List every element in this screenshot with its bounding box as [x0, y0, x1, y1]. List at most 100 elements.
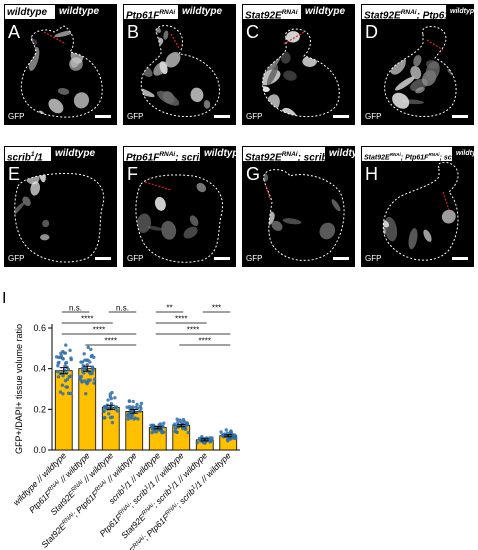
- channel-label: GFP: [127, 112, 144, 121]
- data-point: [61, 392, 65, 396]
- genotype-right-label: wildtype: [302, 4, 355, 20]
- data-point: [64, 361, 69, 365]
- panel-letter-F: F: [127, 164, 138, 184]
- data-point: [84, 380, 88, 385]
- data-point: [69, 356, 73, 360]
- tissue-outline: [262, 28, 340, 118]
- data-point: [59, 354, 63, 358]
- bar: [101, 406, 120, 451]
- micrograph-panel-A: wildtype wildtype A GFP: [4, 4, 117, 125]
- tissue-image: [384, 26, 457, 118]
- data-point: [89, 347, 93, 352]
- data-point: [161, 425, 165, 429]
- data-point: [222, 432, 227, 436]
- tissue-image: [382, 161, 459, 261]
- boundary-line: [442, 191, 450, 211]
- data-point: [92, 381, 96, 385]
- data-point: [60, 383, 65, 387]
- tissue-image: [20, 25, 103, 118]
- micrograph-panel-C: Stat92ERNAi wildtype C GFP: [242, 4, 355, 125]
- data-point: [179, 420, 184, 424]
- data-point: [225, 437, 230, 442]
- tissue-outline: [382, 161, 459, 261]
- data-point: [64, 343, 68, 347]
- data-point: [195, 440, 200, 445]
- y-tick-label: 0.6: [33, 323, 46, 333]
- channel-label: GFP: [365, 112, 382, 121]
- data-point: [82, 352, 86, 356]
- data-point: [176, 420, 180, 424]
- data-point: [92, 355, 96, 360]
- data-point: [139, 406, 143, 411]
- y-tick-label: 0.2: [33, 404, 46, 414]
- tissue-outline: [20, 25, 103, 118]
- data-point: [109, 402, 114, 406]
- data-point: [132, 417, 136, 421]
- data-point: [102, 405, 107, 410]
- genotype-header: Ptp61FRNAi wildtype: [123, 4, 236, 20]
- boundary-line: [283, 31, 305, 45]
- data-point: [154, 430, 159, 434]
- significance-label: ****: [105, 337, 117, 346]
- data-point: [110, 420, 115, 425]
- data-point: [135, 402, 139, 407]
- scale-bar: [214, 257, 230, 260]
- data-point: [180, 426, 185, 431]
- scale-bar: [214, 115, 230, 118]
- genotype-right-label: wildtype: [179, 4, 236, 20]
- channel-label: GFP: [365, 254, 382, 263]
- data-point: [224, 428, 228, 432]
- data-point: [61, 374, 65, 378]
- boundary-line: [170, 33, 180, 49]
- data-point: [80, 366, 85, 371]
- significance-label: n.s.: [69, 304, 82, 313]
- micrograph-panel-E: scrib1/1 wildtype E GFP: [4, 146, 117, 267]
- scale-bar: [95, 257, 111, 260]
- data-point: [56, 375, 61, 379]
- genotype-right-label: wildtype: [453, 146, 474, 162]
- panel-letter-C: C: [246, 22, 259, 42]
- data-point: [107, 412, 111, 416]
- y-axis-label: GFP+/DAPI+ tissue volume ratio: [14, 324, 24, 454]
- genotype-right-label: wildtype: [52, 146, 117, 162]
- micrograph-panel-B: Ptp61FRNAi wildtype B GFP: [123, 4, 236, 125]
- data-point: [127, 405, 132, 409]
- data-point: [131, 399, 135, 404]
- data-point: [113, 396, 117, 400]
- data-point: [115, 409, 119, 413]
- data-point: [127, 411, 131, 416]
- data-point: [81, 363, 85, 368]
- genotype-header: Stat92ERNAi; Ptp61FRNAi; scrib1/1wildtyp…: [361, 146, 474, 162]
- data-point: [55, 369, 60, 374]
- significance-label: **: [166, 304, 172, 313]
- genotype-right-label: wildtype: [56, 4, 117, 20]
- tissue-image: [263, 169, 345, 261]
- channel-label: GFP: [8, 112, 25, 121]
- y-tick-label: 0.0: [33, 445, 46, 455]
- data-point: [127, 399, 132, 403]
- data-point: [134, 405, 138, 410]
- data-point: [102, 416, 107, 420]
- data-point: [108, 415, 113, 420]
- channel-label: GFP: [127, 254, 144, 263]
- bar: [54, 370, 73, 451]
- data-point: [88, 360, 92, 364]
- significance-label: ****: [187, 326, 199, 335]
- data-point: [69, 391, 73, 396]
- genotype-left-label: Ptp61FRNAi; scrib1/1: [123, 146, 201, 162]
- data-point: [108, 394, 112, 399]
- scale-bar: [333, 115, 349, 118]
- data-point: [138, 409, 142, 413]
- significance-label: ****: [81, 315, 93, 324]
- significance-label: ****: [175, 315, 187, 324]
- significance-label: ***: [212, 304, 221, 313]
- data-point: [102, 409, 106, 413]
- tissue-outline: [384, 26, 457, 118]
- data-point: [58, 390, 63, 394]
- panel-letter-H: H: [365, 164, 378, 184]
- genotype-right-label: wildtype: [326, 146, 355, 162]
- panel-letter-B: B: [127, 22, 140, 42]
